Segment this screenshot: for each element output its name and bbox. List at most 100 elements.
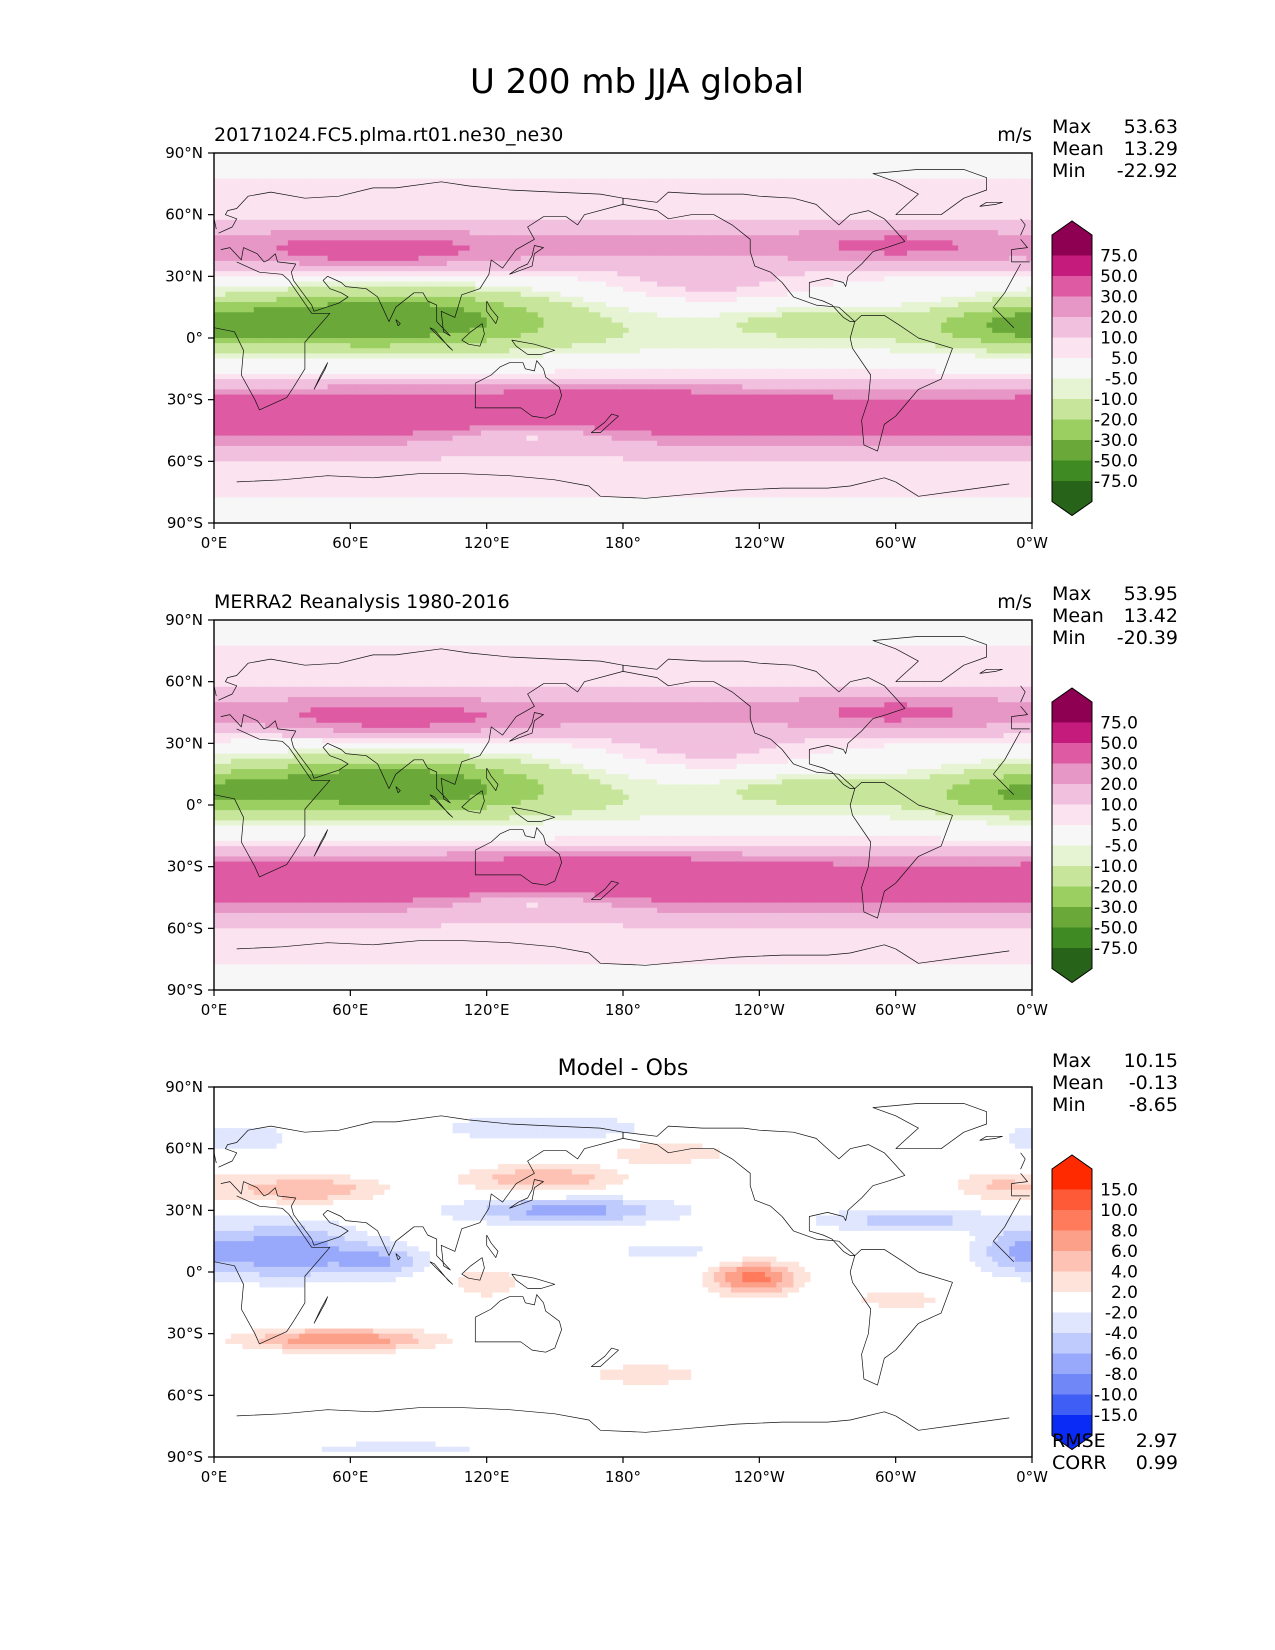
colorbar-outline [1051,220,1093,517]
colorbar-extend-min [1052,501,1092,516]
coastline-segment [849,1249,953,1386]
coastline-segment [895,1415,1010,1431]
x-tick-label: 0°E [201,534,228,552]
colorbar-segment [1052,358,1092,379]
coastline-segment [236,1407,896,1433]
colorbar-label: 6.0 [1111,1242,1138,1262]
colorbar: 15.010.08.06.04.02.0-2.0-4.0-6.0-8.0-10.… [1051,1154,1138,1451]
y-tick-label: 90°N [165,611,203,629]
colorbar-label: 10.0 [1100,796,1138,816]
y-tick-label: 30°N [165,267,203,285]
coastlines [214,169,1030,499]
stat-label: CORR [1052,1452,1107,1474]
coastline-segment [461,1257,485,1281]
coastline-segment [214,1195,331,1345]
colorbar-label: 15.0 [1100,1181,1138,1201]
x-tick-label: 120°W [734,534,785,552]
x-tick-label: 0°E [201,1468,228,1486]
colorbar-segment [1052,481,1092,502]
coastline-segment [993,1240,1015,1262]
stat-label: RMSE [1052,1430,1106,1452]
stat-value: 2.97 [1136,1430,1178,1452]
stat-label: Max [1052,583,1091,605]
colorbar-outline [1051,1154,1093,1451]
coastline-segment [429,794,453,818]
colorbar-segment [1052,927,1092,949]
coastline-segment [236,940,896,966]
stat-value: 0.99 [1136,1452,1178,1474]
panels-group: 20171024.FC5.plma.rt01.ne30_ne30 m/s 0°E 60… [165,116,1178,1486]
y-tick-label: 90°S [167,1448,203,1466]
coastline-segment [849,782,953,919]
colorbar-segment [1052,1189,1092,1211]
coastline-segment [461,323,485,347]
y-tick-label: 60°N [165,1140,203,1158]
coastline-segment [849,315,953,452]
y-tick-label: 30°S [167,858,203,876]
colorbar-segment [1052,907,1092,928]
coastline-segment [461,790,485,814]
coastline-segment [214,261,331,411]
coastline-segment [1020,685,1026,703]
stats-block: Max 53.95 Mean 13.42 Min -20.39 [1052,583,1178,649]
x-tick-label: 120°W [734,1468,785,1486]
stat-label: Mean [1052,605,1104,627]
stat-value: -22.92 [1117,160,1178,182]
colorbar-segment [1052,1251,1092,1272]
colorbar-segment [1052,1292,1092,1313]
coastline-segment [395,786,401,794]
stat-value: -0.13 [1129,1072,1178,1094]
coastline-segment [622,191,906,322]
coastline-segment [313,829,328,857]
x-tick-label: 60°W [875,534,917,552]
coastline-segment [1011,706,1028,729]
y-tick-label: 90°N [165,1078,203,1096]
coastlines [214,636,1030,966]
x-tick-label: 60°E [332,1001,368,1019]
colorbar-label: -8.0 [1105,1365,1138,1385]
stats-block: Max 53.63 Mean 13.29 Min -22.92 [1052,116,1178,182]
stat-value: 53.95 [1124,583,1178,605]
colorbar-segment [1052,399,1092,420]
x-tick-label: 0°W [1016,1468,1048,1486]
coastline-segment [486,300,499,324]
x-tick-label: 120°E [464,534,510,552]
coastline-segment [395,319,401,327]
panel-model: 20171024.FC5.plma.rt01.ne30_ne30 m/s 0°E 60… [165,116,1178,552]
y-tick-label: 0° [186,796,203,814]
colorbar-segment [1052,460,1092,482]
colorbar-segment [1052,743,1092,764]
x-tick-label: 120°W [734,1001,785,1019]
colorbar-segment [1052,804,1092,826]
stat-value: -8.65 [1129,1094,1178,1116]
colorbar-segment [1052,886,1092,908]
colorbar-segment [1052,1374,1092,1395]
y-tick-label: 30°N [165,1201,203,1219]
colorbar-segment [1052,1271,1092,1293]
bottom-stats: RMSE 2.97 CORR 0.99 [1052,1430,1178,1474]
colorbar-segment [1052,378,1092,400]
coastline-segment [993,773,1015,795]
colorbar-segment [1052,1169,1092,1190]
panel-units: m/s [997,591,1032,613]
colorbar-segment [1052,1394,1092,1416]
map-field [214,620,1032,990]
colorbar-segment [1052,276,1092,297]
colorbar-label: -20.0 [1094,878,1138,898]
stat-label: Mean [1052,1072,1104,1094]
colorbar-label: 10.0 [1100,329,1138,349]
x-tick-label: 60°W [875,1468,917,1486]
y-tick-label: 60°S [167,1386,203,1404]
colorbar-label: 30.0 [1100,755,1138,775]
colorbar-outline [1051,687,1093,984]
colorbar-segment [1052,440,1092,461]
stats-block: Max 10.15 Mean -0.13 Min -8.65 [1052,1050,1178,1116]
colorbar-label: -2.0 [1105,1304,1138,1324]
colorbar-label: -5.0 [1105,370,1138,390]
y-tick-label: 60°S [167,919,203,937]
colorbar-label: -30.0 [1094,898,1138,918]
colorbar-segment [1052,948,1092,969]
colorbar-extend-min [1052,1435,1092,1450]
colorbar-segment [1052,722,1092,744]
colorbar-label: 75.0 [1100,247,1138,267]
